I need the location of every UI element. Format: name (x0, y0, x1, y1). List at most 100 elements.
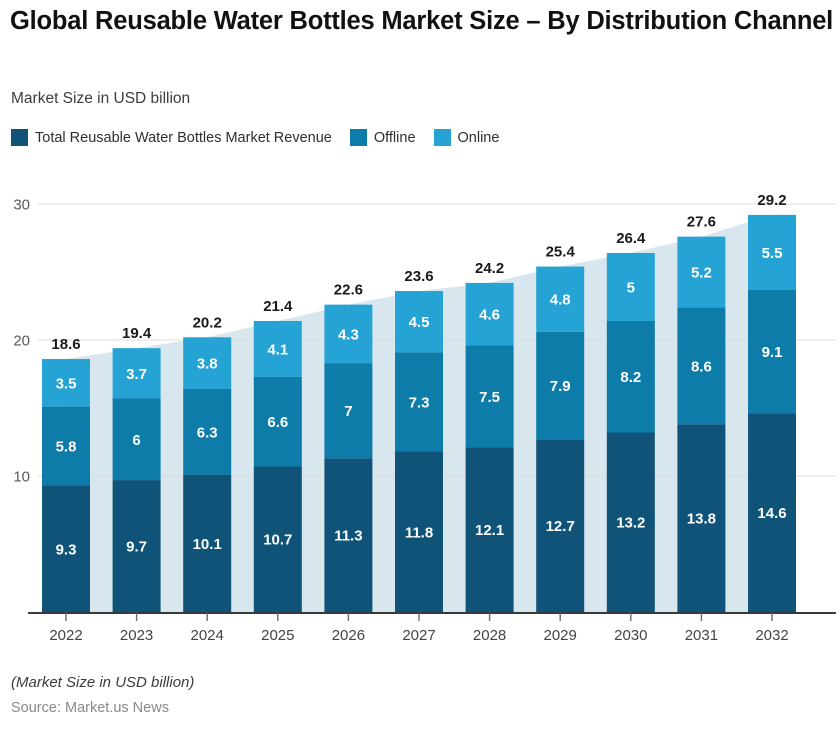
bar-group-2025[interactable]: 10.7 6.6 4.1 21.4 (253, 298, 302, 612)
bar-segment-2[interactable] (606, 252, 655, 321)
bar-segment-label: 6 (132, 432, 140, 449)
x-axis-tick-label: 2029 (544, 627, 577, 644)
bar-segment-label: 5 (627, 279, 635, 296)
bar-segment-label: 7.3 (409, 394, 430, 411)
bar-total-label: 27.6 (687, 214, 716, 231)
bar-segment-label: 13.2 (616, 515, 645, 532)
bar-segment-label: 6.3 (197, 424, 218, 441)
bar-segment-1[interactable] (748, 289, 796, 414)
bar-segment-label: 12.7 (546, 518, 575, 535)
bar-segment-0[interactable] (112, 480, 161, 612)
bar-segment-0[interactable] (677, 424, 726, 612)
bar-segment-2[interactable] (42, 359, 90, 407)
bar-segment-1[interactable] (112, 398, 161, 481)
bar-segment-label: 4.3 (338, 326, 359, 343)
legend-swatch-icon (433, 129, 451, 146)
bar-segment-0[interactable] (465, 447, 514, 612)
bar-segment-label: 7 (344, 403, 352, 420)
bar-segment-label: 8.6 (691, 358, 712, 375)
bar-segment-label: 8.2 (620, 369, 641, 386)
bar-total-label: 26.4 (616, 230, 646, 247)
y-axis-tick-label: 20 (13, 333, 30, 350)
chart-subtitle: Market Size in USD billion (11, 90, 191, 107)
legend-item-2[interactable]: Online (433, 129, 500, 146)
bar-segment-1[interactable] (677, 307, 726, 425)
bar-segment-0[interactable] (395, 451, 443, 612)
bar-group-2022[interactable]: 9.3 5.8 3.5 18.6 (42, 336, 90, 612)
bar-total-label: 22.6 (334, 282, 363, 299)
bar-segment-label: 4.5 (409, 314, 430, 331)
bar-segment-0[interactable] (748, 413, 796, 612)
x-axis-tick-label: 2027 (402, 627, 435, 644)
bar-segment-2[interactable] (748, 214, 796, 290)
bar-segment-label: 10.7 (263, 532, 292, 549)
bar-segment-1[interactable] (536, 331, 585, 440)
bar-group-2032[interactable]: 14.6 9.1 5.5 29.2 (748, 192, 796, 612)
bar-total-label: 20.2 (193, 314, 222, 331)
bar-group-2030[interactable]: 13.2 8.2 5 26.4 (606, 230, 655, 612)
bar-segment-0[interactable] (42, 485, 90, 612)
legend-item-label: Online (457, 129, 500, 146)
bar-segment-label: 11.8 (405, 524, 433, 541)
bar-segment-label: 12.1 (475, 522, 504, 539)
bar-segment-label: 9.7 (126, 539, 147, 556)
x-axis-tick-label: 2023 (120, 627, 153, 644)
bar-segment-label: 4.6 (479, 307, 500, 324)
bar-segment-1[interactable] (42, 406, 90, 486)
bar-segment-2[interactable] (395, 291, 443, 353)
bar-total-label: 25.4 (546, 244, 576, 261)
x-axis-tick-label: 2030 (614, 627, 647, 644)
bar-segment-2[interactable] (465, 282, 514, 346)
bar-segment-1[interactable] (253, 376, 302, 467)
bar-segment-2[interactable] (112, 348, 161, 399)
x-axis-tick-label: 2022 (49, 627, 82, 644)
bar-total-label: 19.4 (122, 325, 152, 342)
x-axis-tick-label: 2026 (332, 627, 365, 644)
bar-segment-0[interactable] (606, 432, 655, 612)
bar-segment-0[interactable] (253, 466, 302, 612)
bar-group-2024[interactable]: 10.1 6.3 3.8 20.2 (183, 314, 232, 612)
bar-segment-label: 3.5 (56, 375, 77, 392)
bar-segment-label: 14.6 (757, 505, 786, 522)
bar-segment-label: 11.3 (334, 528, 362, 545)
bar-total-label: 21.4 (263, 298, 293, 315)
bar-segment-1[interactable] (395, 352, 443, 452)
bar-segment-2[interactable] (536, 266, 585, 332)
bar-segment-1[interactable] (183, 388, 232, 475)
legend-item-0[interactable]: Total Reusable Water Bottles Market Reve… (11, 129, 332, 146)
bar-group-2026[interactable]: 11.3 7 4.3 22.6 (324, 282, 373, 612)
total-area-fill (42, 214, 796, 612)
bar-group-2031[interactable]: 13.8 8.6 5.2 27.6 (677, 214, 726, 612)
legend-swatch-icon (11, 129, 28, 146)
bar-group-2023[interactable]: 9.7 6 3.7 19.4 (112, 325, 161, 612)
bar-segment-label: 7.9 (550, 378, 571, 395)
y-axis-tick-label: 10 (13, 469, 30, 486)
bar-segment-label: 5.5 (762, 245, 783, 262)
legend-item-label: Total Reusable Water Bottles Market Reve… (35, 129, 332, 146)
bar-segment-label: 13.8 (687, 511, 716, 528)
legend-swatch-icon (349, 129, 367, 146)
chart-legend: Total Reusable Water Bottles Market Reve… (11, 129, 517, 146)
bar-total-label: 18.6 (51, 336, 80, 353)
bar-group-2028[interactable]: 12.1 7.5 4.6 24.2 (465, 260, 514, 612)
bar-total-label: 24.2 (475, 260, 504, 277)
bar-segment-1[interactable] (606, 320, 655, 433)
bar-group-2027[interactable]: 11.8 7.3 4.5 23.6 (395, 268, 443, 612)
bar-segment-label: 3.8 (197, 356, 218, 373)
bar-segment-0[interactable] (324, 458, 373, 612)
bar-segment-1[interactable] (324, 363, 373, 459)
bar-segment-2[interactable] (253, 320, 302, 377)
bar-group-2029[interactable]: 12.7 7.9 4.8 25.4 (536, 244, 585, 612)
bar-segment-2[interactable] (677, 236, 726, 308)
bar-segment-2[interactable] (324, 304, 373, 364)
legend-item-1[interactable]: Offline (349, 129, 416, 146)
x-axis-tick-label: 2025 (261, 627, 294, 644)
footnote: (Market Size in USD billion) (11, 674, 195, 691)
bar-segment-1[interactable] (465, 345, 514, 448)
bar-total-label: 29.2 (757, 192, 786, 209)
bar-segment-2[interactable] (183, 337, 232, 389)
bar-segment-0[interactable] (183, 474, 232, 612)
bar-segment-0[interactable] (536, 439, 585, 612)
x-axis-tick-label: 2031 (685, 627, 718, 644)
